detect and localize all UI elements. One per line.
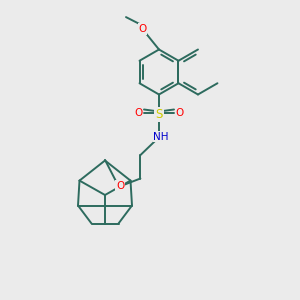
Text: S: S [155, 108, 163, 122]
Text: O: O [138, 24, 147, 34]
Text: O: O [134, 107, 142, 118]
Text: NH: NH [153, 131, 169, 142]
Text: O: O [176, 107, 184, 118]
Text: O: O [116, 181, 124, 191]
